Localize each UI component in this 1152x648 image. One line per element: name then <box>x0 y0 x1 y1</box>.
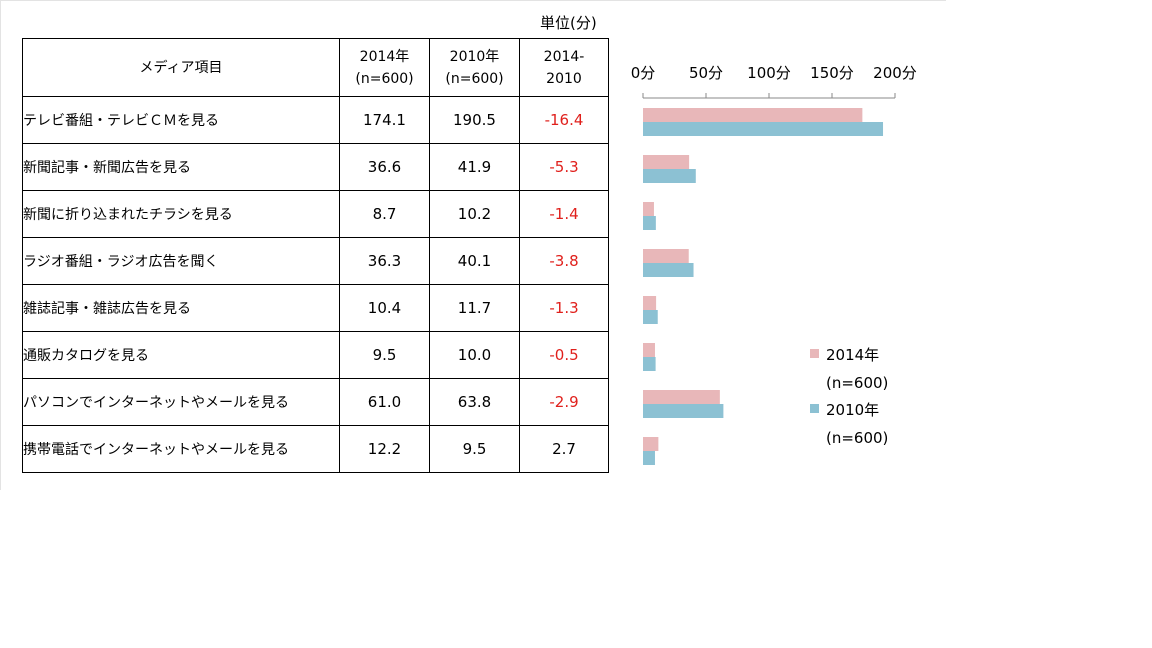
media-time-table: メディア項目 2014年 (n=600) 2010年 (n=600) 2014-… <box>22 38 609 473</box>
row-label: 雑誌記事・雑誌広告を見る <box>22 284 340 332</box>
row-value-2010: 190.5 <box>429 96 520 144</box>
bar-chart: 0分 50分 100分 150分 200分 2014年 (n=600) 2010年 (n=600… <box>631 64 917 465</box>
table-row: 新聞記事・新聞広告を見る 36.6 41.9 -5.3 <box>22 143 609 191</box>
table-row: ラジオ番組・ラジオ広告を聞く 36.3 40.1 -3.8 <box>22 237 609 285</box>
row-label: 携帯電話でインターネットやメールを見る <box>22 425 340 473</box>
legend-swatch <box>810 349 819 358</box>
frame-left-line <box>0 0 1 490</box>
row-value-diff: -1.4 <box>519 190 609 238</box>
header-2010-year: 2010年 <box>449 48 500 65</box>
x-tick-label: 0分 <box>631 64 656 82</box>
legend-label: 2014年 <box>826 346 879 364</box>
row-value-diff: -1.3 <box>519 284 609 332</box>
bar-2010 <box>643 404 724 418</box>
header-diff-line1: 2014- <box>543 48 585 65</box>
row-value-diff: -3.8 <box>519 237 609 285</box>
row-label: パソコンでインターネットやメールを見る <box>22 378 340 426</box>
bar-2014 <box>643 249 689 263</box>
row-value-2014: 36.3 <box>339 237 430 285</box>
x-tick-label: 150分 <box>810 64 854 82</box>
row-value-2010: 41.9 <box>429 143 520 191</box>
bar-2010 <box>643 451 655 465</box>
table-row: 新聞に折り込まれたチラシを見る 8.7 10.2 -1.4 <box>22 190 609 238</box>
table-row: パソコンでインターネットやメールを見る 61.0 63.8 -2.9 <box>22 378 609 426</box>
row-value-diff: 2.7 <box>519 425 609 473</box>
header-2010: 2010年 (n=600) <box>429 38 520 97</box>
bar-2014 <box>643 108 863 122</box>
row-value-diff: -2.9 <box>519 378 609 426</box>
table-row: 雑誌記事・雑誌広告を見る 10.4 11.7 -1.3 <box>22 284 609 332</box>
bar-2010 <box>643 169 696 183</box>
legend-label: 2010年 <box>826 401 879 419</box>
x-tick-label: 50分 <box>689 64 723 82</box>
frame-top-line <box>0 0 946 1</box>
bar-2014 <box>643 390 720 404</box>
row-value-diff: -16.4 <box>519 96 609 144</box>
row-value-2014: 174.1 <box>339 96 430 144</box>
bar-2010 <box>643 263 694 277</box>
header-diff-line2: 2010 <box>546 70 582 87</box>
table-row: 携帯電話でインターネットやメールを見る 12.2 9.5 2.7 <box>22 425 609 473</box>
bar-2014 <box>643 202 654 216</box>
bar-2014 <box>643 296 657 310</box>
table-row: テレビ番組・テレビＣＭを見る 174.1 190.5 -16.4 <box>22 96 609 144</box>
row-label: 通販カタログを見る <box>22 331 340 379</box>
row-value-2014: 12.2 <box>339 425 430 473</box>
bar-2014 <box>643 155 690 169</box>
bar-2010 <box>643 357 656 371</box>
row-value-2014: 10.4 <box>339 284 430 332</box>
legend-label: (n=600) <box>826 429 888 447</box>
table-header-row: メディア項目 2014年 (n=600) 2010年 (n=600) 2014-… <box>22 38 609 97</box>
row-value-2010: 40.1 <box>429 237 520 285</box>
row-value-2014: 61.0 <box>339 378 430 426</box>
header-2014-n: (n=600) <box>355 70 414 87</box>
x-tick-label: 200分 <box>873 64 917 82</box>
x-tick-label: 100分 <box>747 64 791 82</box>
bar-2014 <box>643 343 655 357</box>
bar-2010 <box>643 310 658 324</box>
bar-2010 <box>643 216 656 230</box>
row-label: テレビ番組・テレビＣＭを見る <box>22 96 340 144</box>
header-item: メディア項目 <box>22 38 340 97</box>
bar-2014 <box>643 437 659 451</box>
header-2010-n: (n=600) <box>445 70 504 87</box>
row-value-2010: 11.7 <box>429 284 520 332</box>
unit-label: 単位(分) <box>540 14 597 32</box>
row-value-diff: -5.3 <box>519 143 609 191</box>
row-value-2014: 9.5 <box>339 331 430 379</box>
header-2014-year: 2014年 <box>359 48 410 65</box>
row-value-diff: -0.5 <box>519 331 609 379</box>
row-value-2010: 9.5 <box>429 425 520 473</box>
row-value-2014: 36.6 <box>339 143 430 191</box>
header-diff: 2014- 2010 <box>519 38 609 97</box>
row-value-2010: 63.8 <box>429 378 520 426</box>
row-value-2014: 8.7 <box>339 190 430 238</box>
header-2014: 2014年 (n=600) <box>339 38 430 97</box>
bar-2010 <box>643 122 884 136</box>
row-label: 新聞に折り込まれたチラシを見る <box>22 190 340 238</box>
row-value-2010: 10.2 <box>429 190 520 238</box>
table-row: 通販カタログを見る 9.5 10.0 -0.5 <box>22 331 609 379</box>
row-label: ラジオ番組・ラジオ広告を聞く <box>22 237 340 285</box>
row-value-2010: 10.0 <box>429 331 520 379</box>
row-label: 新聞記事・新聞広告を見る <box>22 143 340 191</box>
legend-swatch <box>810 404 819 413</box>
legend-label: (n=600) <box>826 374 888 392</box>
